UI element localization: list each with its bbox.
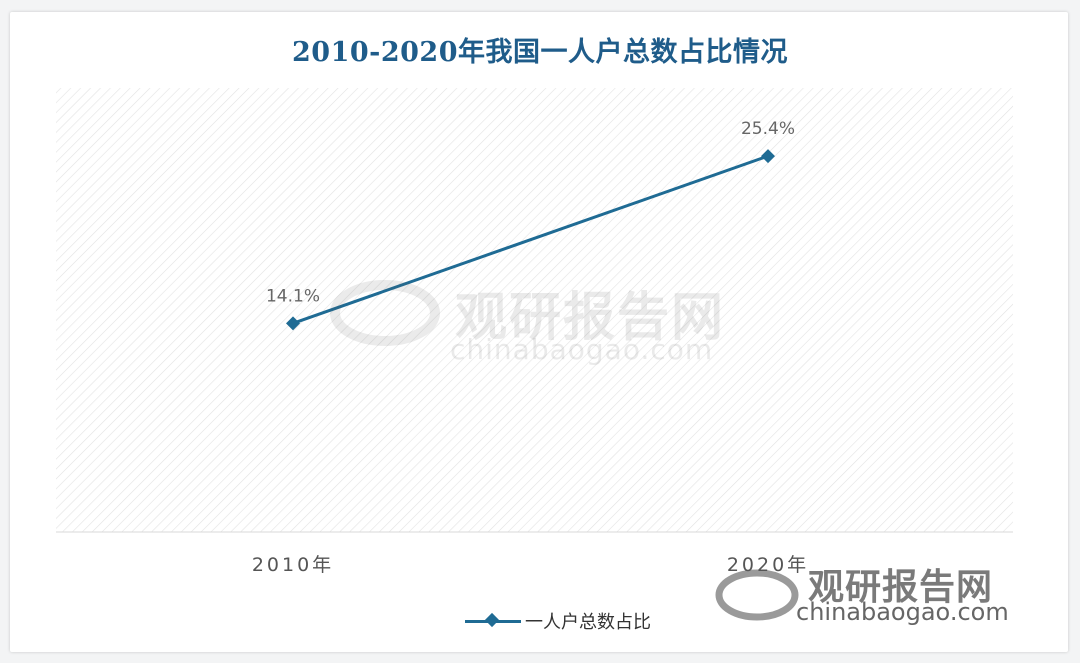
legend-line-marker-icon	[465, 611, 521, 631]
data-label: 14.1%	[266, 286, 320, 306]
data-point-marker	[761, 149, 775, 164]
corner-watermark-name: 观研报告网	[808, 567, 994, 608]
series-layer: 14.1% 25.4%	[266, 119, 795, 331]
series-line	[292, 154, 769, 325]
x-tick-label-2020: 2020年	[726, 554, 810, 576]
watermark-name: 观研报告网	[455, 288, 726, 348]
watermark-logo	[330, 278, 440, 348]
legend-label: 一人户总数占比	[525, 612, 651, 633]
data-label: 25.4%	[741, 119, 795, 139]
plot-area	[56, 88, 1013, 532]
chart-title: 2010-2020年我国一人户总数占比情况	[292, 37, 788, 68]
corner-watermark-logo	[712, 565, 802, 625]
x-tick-label-2010: 2010年	[251, 554, 335, 576]
data-point-marker	[286, 316, 300, 331]
legend: 一人户总数占比	[465, 608, 651, 634]
watermark-url: chinabaogao.com	[450, 333, 714, 366]
corner-watermark-url: chinabaogao.com	[796, 598, 1009, 626]
